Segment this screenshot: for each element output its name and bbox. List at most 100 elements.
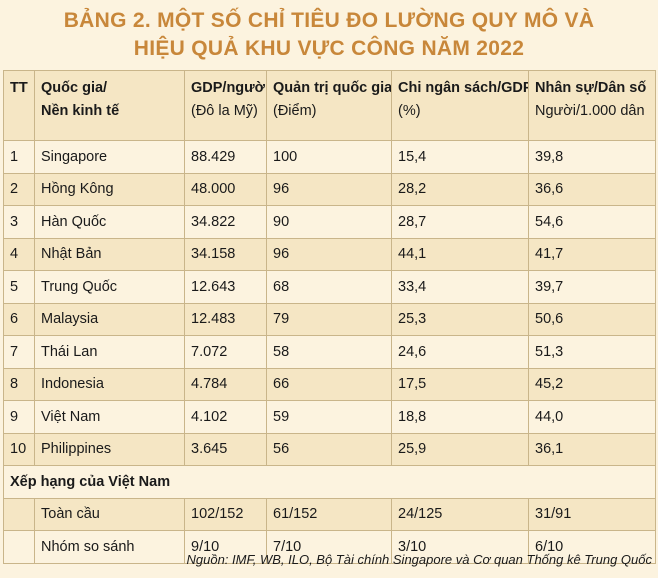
table-cell: 44,1 <box>391 237 529 271</box>
table-cell: 5 <box>3 270 35 304</box>
table-cell: 28,7 <box>391 205 529 239</box>
table-row: 4 Nhật Bản 34.158 96 44,1 41,7 <box>3 237 656 271</box>
table-cell: 12.483 <box>184 302 267 336</box>
table-cell: 34.822 <box>184 205 267 239</box>
table-cell <box>3 530 35 564</box>
table-row: 3 Hàn Quốc 34.822 90 28,7 54,6 <box>3 205 656 239</box>
table-row: 9 Việt Nam 4.102 59 18,8 44,0 <box>3 400 656 434</box>
ranking-row: Toàn cầu 102/152 61/152 24/125 31/91 <box>3 497 656 531</box>
table-cell: 7.072 <box>184 335 267 369</box>
table-cell: 54,6 <box>528 205 656 239</box>
table-cell: 79 <box>266 302 392 336</box>
table-cell: Singapore <box>34 140 185 174</box>
table-cell: Indonesia <box>34 367 185 401</box>
table-cell: 25,9 <box>391 432 529 466</box>
ranking-row: Nhóm so sánh 9/10 7/10 3/10 6/10 <box>3 530 656 564</box>
source-note: Nguồn: IMF, WB, ILO, Bộ Tài chính Singap… <box>186 552 652 567</box>
table-cell: 4.102 <box>184 400 267 434</box>
ranking-section-row: Xếp hạng của Việt Nam <box>3 465 656 499</box>
table-cell: 96 <box>266 237 392 271</box>
table-cell: 7/10 <box>266 530 392 564</box>
table-cell: 41,7 <box>528 237 656 271</box>
table-cell: 100 <box>266 140 392 174</box>
table-cell: 90 <box>266 205 392 239</box>
header-sub-label: Người/1.000 dân <box>535 103 645 119</box>
table-cell: 36,1 <box>528 432 656 466</box>
table-cell: 45,2 <box>528 367 656 401</box>
table-cell: 33,4 <box>391 270 529 304</box>
table-cell: 4.784 <box>184 367 267 401</box>
table-row: 6 Malaysia 12.483 79 25,3 50,6 <box>3 302 656 336</box>
table-cell: 2 <box>3 172 35 206</box>
table-cell: 12.643 <box>184 270 267 304</box>
table-cell <box>3 497 35 531</box>
table-cell: 4 <box>3 237 35 271</box>
table-cell: 88.429 <box>184 140 267 174</box>
table-cell: 102/152 <box>184 497 267 531</box>
data-table: TT Quốc gia/Nền kinh tế GDP/người (Đô la Mỹ… <box>3 70 656 564</box>
table-cell: Nhóm so sánh <box>34 530 185 564</box>
table-title: BẢNG 2. MỘT SỐ CHỈ TIÊU ĐO LƯỜNG QUY MÔ … <box>0 0 658 70</box>
table-cell: 34.158 <box>184 237 267 271</box>
table-cell: Nhật Bản <box>34 237 185 271</box>
header-main-label: GDP/người <box>191 80 267 96</box>
table-cell: 44,0 <box>528 400 656 434</box>
table-cell: 17,5 <box>391 367 529 401</box>
table-cell: 39,8 <box>528 140 656 174</box>
table-cell: 6/10 <box>528 530 656 564</box>
table-cell: 51,3 <box>528 335 656 369</box>
table-cell: 25,3 <box>391 302 529 336</box>
table-cell: 3 <box>3 205 35 239</box>
table-cell: 3.645 <box>184 432 267 466</box>
table-cell: 7 <box>3 335 35 369</box>
table-title-line-2: HIỆU QUẢ KHU VỰC CÔNG NĂM 2022 <box>133 37 525 60</box>
table-cell: Việt Nam <box>34 400 185 434</box>
ranking-section-title: Xếp hạng của Việt Nam <box>3 465 656 499</box>
table-cell: 59 <box>266 400 392 434</box>
table-cell: 24/125 <box>391 497 529 531</box>
header-main-label: Quản trị quốc gia <box>273 80 392 96</box>
header-main-label: Quốc gia/ <box>41 80 108 96</box>
header-cell: Nhân sự/Dân số Người/1.000 dân <box>528 70 656 141</box>
table-cell: 31/91 <box>528 497 656 531</box>
table-cell: Malaysia <box>34 302 185 336</box>
table-cell: Hồng Kông <box>34 172 185 206</box>
table-cell: 24,6 <box>391 335 529 369</box>
table-cell: 10 <box>3 432 35 466</box>
table-cell: 66 <box>266 367 392 401</box>
table-cell: 36,6 <box>528 172 656 206</box>
table-cell: 28,2 <box>391 172 529 206</box>
table-row: 1 Singapore 88.429 100 15,4 39,8 <box>3 140 656 174</box>
table-cell: 50,6 <box>528 302 656 336</box>
table-cell: 96 <box>266 172 392 206</box>
table-cell: 58 <box>266 335 392 369</box>
table-cell: Hàn Quốc <box>34 205 185 239</box>
table-cell: 15,4 <box>391 140 529 174</box>
table-row: 7 Thái Lan 7.072 58 24,6 51,3 <box>3 335 656 369</box>
table-row: 2 Hồng Kông 48.000 96 28,2 36,6 <box>3 172 656 206</box>
table-cell: 56 <box>266 432 392 466</box>
table-cell: 18,8 <box>391 400 529 434</box>
table-cell: 68 <box>266 270 392 304</box>
table-cell: 8 <box>3 367 35 401</box>
table-cell: Trung Quốc <box>34 270 185 304</box>
table-cell: Philippines <box>34 432 185 466</box>
header-cell: GDP/người (Đô la Mỹ) <box>184 70 267 141</box>
header-cell: Quản trị quốc gia (Điểm) <box>266 70 392 141</box>
header-main-label: Chi ngân sách/GDP <box>398 80 529 96</box>
table-cell: Thái Lan <box>34 335 185 369</box>
table-title-line-1: BẢNG 2. MỘT SỐ CHỈ TIÊU ĐO LƯỜNG QUY MÔ … <box>63 9 595 32</box>
header-sub-label: (Đô la Mỹ) <box>191 103 258 119</box>
header-cell: Quốc gia/Nền kinh tế <box>34 70 185 141</box>
table-row: 10 Philippines 3.645 56 25,9 36,1 <box>3 432 656 466</box>
header-cell: Chi ngân sách/GDP (%) <box>391 70 529 141</box>
table-cell: 39,7 <box>528 270 656 304</box>
header-main-label: Nhân sự/Dân số <box>535 80 647 96</box>
header-cell: TT <box>3 70 35 141</box>
table-cell: 61/152 <box>266 497 392 531</box>
table-cell: 1 <box>3 140 35 174</box>
header-sub-label: (Điểm) <box>273 103 317 119</box>
table-cell: 6 <box>3 302 35 336</box>
table-cell: 48.000 <box>184 172 267 206</box>
